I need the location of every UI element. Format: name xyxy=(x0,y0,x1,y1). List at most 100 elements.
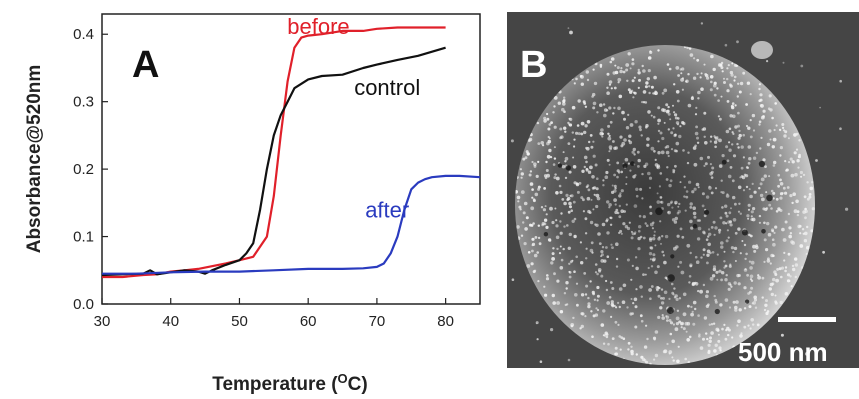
nanoparticle xyxy=(775,278,779,283)
nanoparticle xyxy=(553,105,556,108)
nanoparticle xyxy=(740,145,744,149)
nanoparticle xyxy=(663,260,667,265)
nanoparticle xyxy=(610,300,614,304)
nanoparticle xyxy=(778,128,782,132)
nanoparticle xyxy=(633,204,638,208)
nanoparticle xyxy=(789,275,792,278)
annotation-control: control xyxy=(354,75,420,100)
nanoparticle xyxy=(609,120,613,124)
nanoparticle xyxy=(520,190,525,195)
nanoparticle xyxy=(784,292,789,296)
nanoparticle xyxy=(595,204,599,209)
nanoparticle xyxy=(667,128,670,131)
nanoparticle xyxy=(771,116,774,120)
nanoparticle xyxy=(630,236,634,240)
nanoparticle xyxy=(606,231,610,235)
nanoparticle xyxy=(545,169,549,172)
nanoparticle xyxy=(803,195,807,199)
nanoparticle xyxy=(754,306,758,309)
nanoparticle xyxy=(653,234,656,237)
nanoparticle xyxy=(782,238,787,242)
nanoparticle xyxy=(733,246,738,251)
nanoparticle xyxy=(615,306,618,309)
nanoparticle xyxy=(802,232,805,235)
nanoparticle xyxy=(792,267,796,272)
nanoparticle xyxy=(696,237,701,241)
nanoparticle xyxy=(531,249,534,253)
nanoparticle xyxy=(636,150,640,154)
nanoparticle xyxy=(540,206,544,209)
nanoparticle xyxy=(732,132,735,135)
nanoparticle xyxy=(748,233,751,237)
nanoparticle xyxy=(587,304,591,309)
nanoparticle xyxy=(672,170,675,174)
nanoparticle xyxy=(630,345,633,348)
nanoparticle xyxy=(707,349,711,353)
nanoparticle xyxy=(534,192,539,197)
nanoparticle xyxy=(584,232,588,235)
scale-bar-label: 500 nm xyxy=(738,337,828,367)
nanoparticle xyxy=(748,305,752,309)
nanoparticle xyxy=(723,260,726,263)
nanoparticle xyxy=(714,226,718,230)
nanoparticle xyxy=(555,176,560,181)
nanoparticle xyxy=(617,106,621,111)
nanoparticle xyxy=(522,211,526,215)
nanoparticle xyxy=(720,61,724,65)
nanoparticle xyxy=(794,263,799,267)
nanoparticle xyxy=(617,171,621,174)
nanoparticle xyxy=(684,321,689,326)
nanoparticle xyxy=(576,124,580,127)
nanoparticle xyxy=(791,201,794,205)
nanoparticle xyxy=(609,60,613,64)
scale-bar xyxy=(778,317,836,322)
nanoparticle xyxy=(777,208,781,212)
nanoparticle xyxy=(630,230,633,233)
nanoparticle xyxy=(706,261,709,265)
nanoparticle xyxy=(649,222,654,227)
nanoparticle xyxy=(599,131,604,136)
nanoparticle xyxy=(695,106,698,109)
nanoparticle xyxy=(618,335,621,338)
nanoparticle xyxy=(623,138,627,142)
nanoparticle xyxy=(703,111,707,115)
nanoparticle xyxy=(667,211,670,214)
nanoparticle xyxy=(564,160,567,163)
nanoparticle xyxy=(718,269,722,273)
nanoparticle xyxy=(596,272,599,276)
nanoparticle xyxy=(522,221,525,224)
nanoparticle xyxy=(720,241,724,245)
nanoparticle xyxy=(742,133,745,137)
nanoparticle xyxy=(720,278,723,282)
nanoparticle xyxy=(694,255,698,259)
nanoparticle xyxy=(659,306,663,310)
nanoparticle xyxy=(614,320,618,324)
background-speck xyxy=(535,322,538,325)
nanoparticle xyxy=(633,153,636,156)
sphere-nanoparticles xyxy=(515,45,815,365)
nanoparticle xyxy=(580,312,584,316)
nanoparticle xyxy=(548,137,551,140)
nanoparticle xyxy=(565,281,569,285)
nanoparticle xyxy=(740,332,743,335)
nanoparticle xyxy=(770,189,774,193)
nanoparticle xyxy=(758,221,762,224)
nanoparticle xyxy=(617,323,620,326)
nanoparticle xyxy=(654,270,658,275)
nanoparticle xyxy=(606,72,610,76)
nanoparticle xyxy=(781,227,785,232)
nanoparticle xyxy=(530,206,535,211)
nanoparticle xyxy=(624,225,629,229)
nanoparticle xyxy=(728,264,732,268)
nanoparticle xyxy=(580,121,585,126)
nanoparticle xyxy=(590,310,593,313)
nanoparticle xyxy=(741,240,744,242)
nanoparticle xyxy=(597,232,601,236)
nanoparticle xyxy=(661,250,664,254)
nanoparticle xyxy=(774,294,777,297)
nanoparticle xyxy=(796,159,800,163)
nanoparticle xyxy=(623,117,626,121)
nanoparticle xyxy=(751,302,754,305)
nanoparticle xyxy=(646,224,649,227)
nanoparticle xyxy=(719,349,722,352)
